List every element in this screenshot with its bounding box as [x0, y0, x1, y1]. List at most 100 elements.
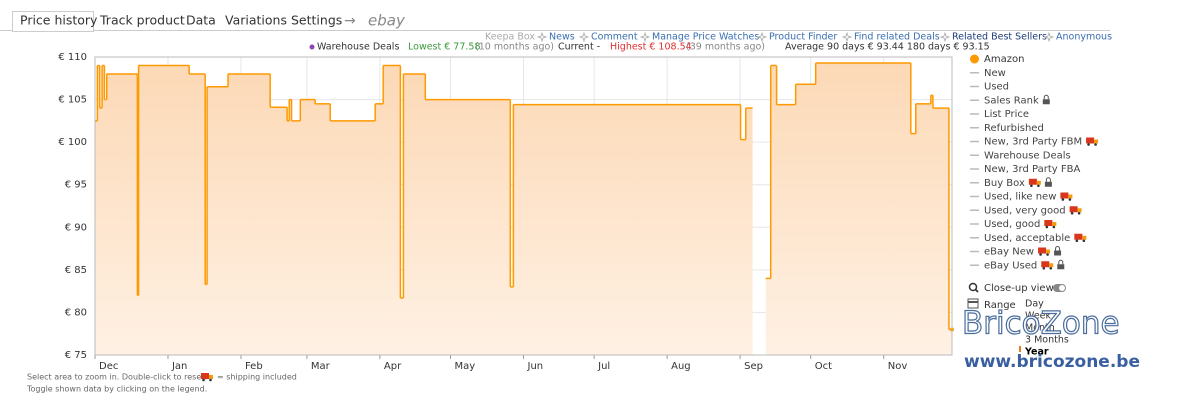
tab[interactable]: Settings	[291, 13, 342, 28]
stat-warehouse: Warehouse Deals	[317, 42, 399, 53]
truck-icon	[1049, 266, 1053, 270]
truck-icon	[1077, 208, 1082, 213]
link[interactable]: Related Best Sellers	[952, 32, 1047, 43]
link[interactable]: News	[549, 32, 575, 43]
tab[interactable]: Track product	[99, 13, 185, 28]
y-tick-label: € 80	[65, 307, 87, 318]
legend-label[interactable]: Used, acceptable	[984, 233, 1070, 244]
y-tick-label: € 85	[65, 265, 87, 276]
truck-icon	[1044, 220, 1053, 226]
link[interactable]: Manage Price Watches	[652, 32, 759, 43]
x-tick-label: Feb	[245, 361, 263, 372]
truck-icon	[1069, 206, 1078, 213]
legend-label[interactable]: New	[984, 68, 1006, 79]
x-tick-label: Jul	[597, 361, 610, 372]
link[interactable]: Comment	[591, 32, 638, 43]
legend-label[interactable]: Used	[984, 82, 1009, 93]
search-icon	[968, 282, 978, 292]
active-tab-box	[12, 11, 94, 32]
truck-icon	[1094, 143, 1097, 146]
tab[interactable]: →	[344, 13, 356, 29]
x-tick-label: Nov	[888, 361, 908, 372]
truck-icon	[201, 373, 209, 379]
legend-label[interactable]: Used, good	[984, 219, 1040, 230]
legend-label[interactable]: New, 3rd Party FBA	[984, 164, 1080, 175]
footer-text: = shipping included	[217, 373, 297, 382]
truck-icon	[1094, 139, 1099, 144]
separator	[639, 31, 651, 43]
truck-icon	[1039, 253, 1042, 256]
legend-label[interactable]: Buy Box	[984, 178, 1025, 189]
legend-label[interactable]: eBay Used	[984, 260, 1037, 271]
range-option[interactable]: Week	[1025, 311, 1052, 322]
legend-label[interactable]: Warehouse Deals	[984, 150, 1071, 161]
legend-dot	[309, 44, 315, 50]
x-tick-label: Apr	[384, 361, 402, 372]
truck-icon	[202, 378, 205, 382]
truck-icon	[1077, 211, 1081, 215]
legend-label[interactable]: Used, very good	[984, 205, 1066, 216]
footer-text: Toggle shown data by clicking on the leg…	[26, 385, 207, 394]
link[interactable]: Product Finder	[769, 32, 837, 43]
range-option[interactable]: Year	[1024, 347, 1049, 358]
legend-label[interactable]: eBay New	[984, 247, 1034, 258]
truck-icon	[1061, 198, 1065, 201]
range-option[interactable]: Day	[1025, 299, 1044, 310]
truck-icon	[1030, 184, 1033, 188]
x-tick-label: Jun	[527, 361, 544, 372]
range-option[interactable]: Month	[1025, 323, 1055, 334]
stat-highest-when: (39 months ago)	[686, 42, 765, 53]
link[interactable]: Keepa Box	[485, 32, 535, 43]
legend-label[interactable]: Used, like new	[984, 192, 1056, 203]
truck-icon	[1086, 137, 1095, 144]
legend-label[interactable]: List Price	[984, 109, 1029, 120]
watermark-url: www.bricozone.be	[964, 352, 1140, 372]
legend-label[interactable]: New, 3rd Party FBM	[984, 137, 1082, 148]
truck-icon	[1068, 198, 1072, 201]
lock-icon	[1045, 177, 1051, 182]
truck-icon	[1052, 222, 1057, 226]
footer-text: Select area to zoom in. Double-click to …	[27, 373, 207, 382]
tab[interactable]: Variations	[225, 13, 287, 28]
link[interactable]: Find related Deals	[854, 32, 940, 43]
y-tick-label: € 75	[65, 350, 87, 361]
separator	[756, 31, 768, 43]
tab[interactable]: Price history	[20, 13, 98, 28]
truck-icon	[1046, 253, 1049, 256]
x-tick-label: Sep	[744, 361, 763, 372]
y-tick-label: € 100	[58, 137, 87, 148]
legend-label[interactable]: Sales Rank	[984, 95, 1039, 106]
x-tick-label: May	[455, 361, 476, 372]
area-fill	[95, 65, 753, 355]
area-fill	[765, 62, 952, 356]
stat-current: Current -	[558, 42, 600, 53]
x-tick-label: Mar	[311, 361, 331, 372]
legend-marker	[970, 54, 979, 64]
x-tick-label: Aug	[671, 361, 691, 372]
truck-icon	[1036, 180, 1041, 185]
truck-icon	[1068, 194, 1073, 199]
truck-icon	[1082, 235, 1087, 240]
truck-icon	[1082, 239, 1086, 243]
truck-icon	[1052, 225, 1056, 229]
close-up-label[interactable]: Close-up view	[984, 283, 1054, 294]
separator	[536, 31, 548, 43]
search-icon	[974, 288, 979, 293]
range-option[interactable]: 3 Months	[1025, 335, 1069, 346]
separator	[578, 31, 590, 43]
truck-icon	[209, 378, 212, 382]
lock-icon	[1043, 94, 1049, 100]
stat-lowest-when: (10 months ago)	[475, 42, 554, 53]
lock-icon	[1057, 264, 1065, 270]
y-tick-label: € 105	[58, 95, 87, 106]
range-label: Range	[984, 300, 1016, 311]
truck-icon	[1075, 239, 1079, 243]
tab[interactable]: ebay	[368, 12, 406, 30]
tab[interactable]: Data	[186, 13, 216, 28]
calendar-icon	[967, 298, 979, 309]
legend-label[interactable]: Refurbished	[984, 123, 1044, 134]
link[interactable]: Anonymous	[1056, 32, 1112, 43]
truck-icon	[1028, 178, 1037, 185]
legend-label[interactable]: Amazon	[984, 54, 1024, 65]
